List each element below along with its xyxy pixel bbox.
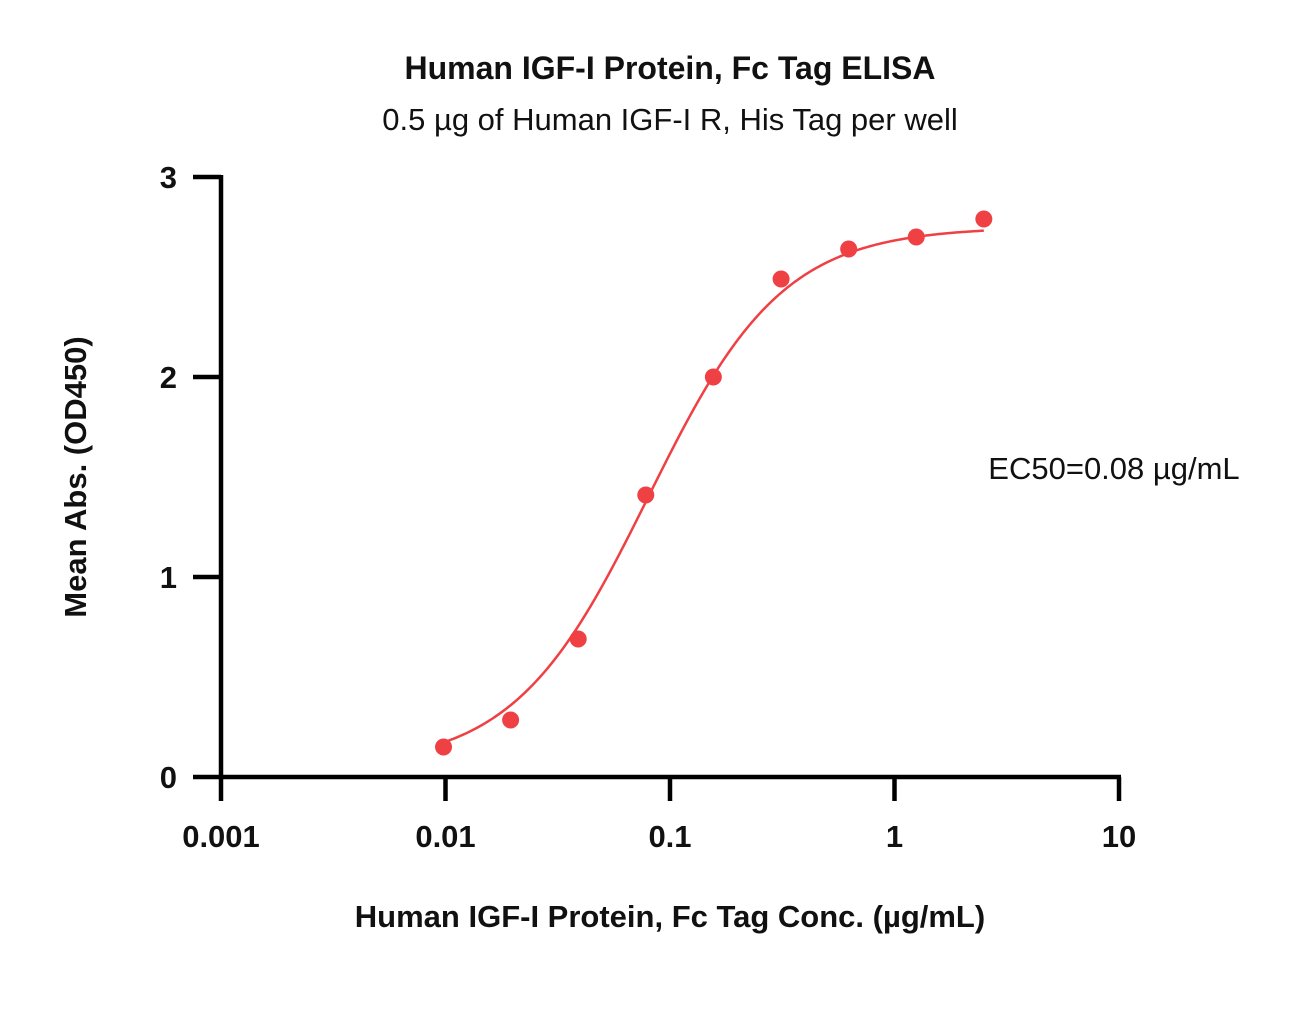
y-axis-title: Mean Abs. (OD450): [58, 336, 93, 617]
data-point: [704, 368, 722, 386]
data-point: [435, 738, 453, 756]
data-point: [569, 630, 587, 648]
data-point: [907, 228, 925, 246]
axes: [218, 175, 1121, 780]
data-point: [637, 486, 655, 504]
fit-curve: [443, 229, 984, 744]
x-axis-title: Human IGF-I Protein, Fc Tag Conc. (µg/mL…: [355, 899, 985, 934]
tick-marks: [193, 174, 1122, 801]
y-tick-label: 2: [160, 360, 177, 395]
y-tick-label: 3: [160, 160, 177, 195]
x-tick-label: 0.01: [415, 819, 475, 854]
x-tick-label: 10: [1102, 819, 1136, 854]
y-tick-label: 1: [160, 560, 177, 595]
y-tick-label: 0: [160, 760, 177, 795]
tick-labels: 0.001 0.01 0.1 1 10 0 1 2 3: [160, 160, 1136, 854]
data-points: [435, 210, 993, 756]
data-point: [772, 270, 790, 288]
x-tick-label: 0.1: [648, 819, 691, 854]
data-point: [502, 711, 520, 729]
data-point: [840, 240, 858, 258]
chart-title: Human IGF-I Protein, Fc Tag ELISA: [405, 50, 936, 86]
x-tick-label: 1: [886, 819, 903, 854]
data-point: [975, 210, 993, 228]
x-tick-label: 0.001: [182, 819, 260, 854]
ec50-annotation: EC50=0.08 µg/mL: [988, 451, 1239, 486]
chart-subtitle: 0.5 µg of Human IGF-I R, His Tag per wel…: [382, 102, 958, 137]
